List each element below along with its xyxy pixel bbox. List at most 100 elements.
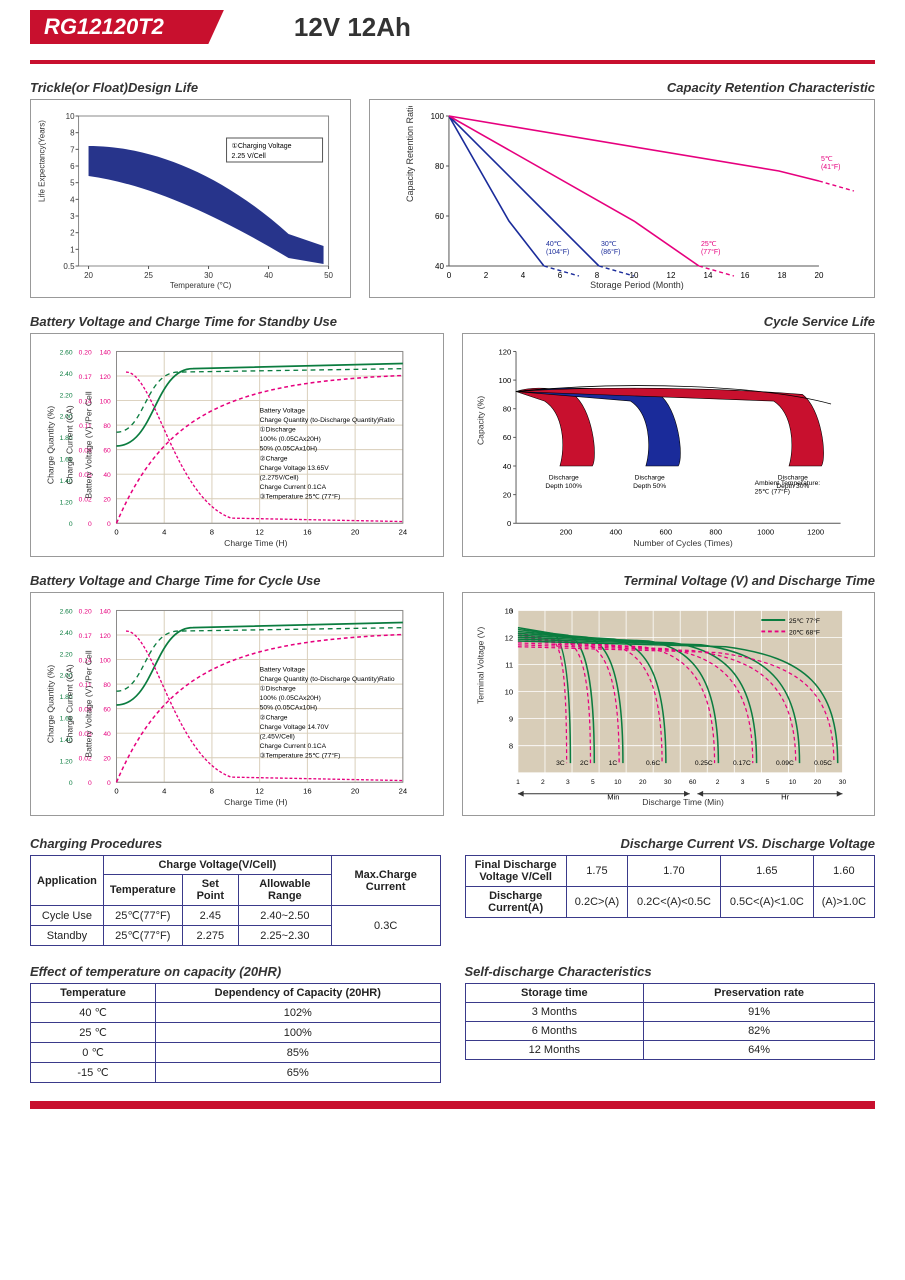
svg-text:100% (0.05CAx20H): 100% (0.05CAx20H)	[260, 695, 321, 702]
chart3-box: 02040608010012014000.020.050.080.110.140…	[30, 333, 444, 557]
svg-text:6: 6	[70, 162, 75, 171]
header-underline	[30, 60, 875, 64]
svg-text:2.40: 2.40	[60, 371, 73, 378]
svg-text:Charge Time (H): Charge Time (H)	[224, 538, 288, 548]
table-temp: TemperatureDependency of Capacity (20HR)…	[30, 983, 441, 1083]
svg-text:400: 400	[609, 528, 622, 537]
table-dvd: Final Discharge Voltage V/Cell1.751.701.…	[465, 855, 876, 918]
svg-text:100: 100	[498, 376, 511, 385]
svg-text:Charge Current 0.1CA: Charge Current 0.1CA	[260, 484, 327, 491]
svg-text:24: 24	[399, 528, 408, 537]
svg-text:0.17C: 0.17C	[733, 760, 751, 767]
svg-text:4: 4	[162, 528, 167, 537]
svg-text:30: 30	[838, 779, 846, 786]
chart3-title: Battery Voltage and Charge Time for Stan…	[30, 314, 444, 329]
svg-text:20: 20	[813, 779, 821, 786]
table-dvd-title: Discharge Current VS. Discharge Voltage	[465, 836, 876, 851]
svg-text:16: 16	[303, 787, 311, 796]
svg-text:Charge Current 0.1CA: Charge Current 0.1CA	[260, 743, 327, 750]
svg-text:140: 140	[100, 349, 111, 356]
svg-text:Charge Quantity (to-Discharge: Charge Quantity (to-Discharge Quantity)R…	[260, 417, 395, 424]
svg-text:3: 3	[740, 779, 744, 786]
svg-text:0.17: 0.17	[79, 374, 92, 381]
svg-text:60: 60	[103, 707, 111, 714]
svg-text:0.17: 0.17	[79, 633, 92, 640]
chart4-box: Capacity (%) Number of Cycles (Times) Di…	[462, 333, 876, 557]
svg-text:100: 100	[431, 112, 445, 121]
svg-text:80: 80	[103, 682, 111, 689]
chart1-note1: ①Charging Voltage	[232, 142, 292, 150]
chart1-ylabel: Life Expectancy(Years)	[38, 120, 47, 202]
svg-text:2.60: 2.60	[60, 608, 73, 615]
svg-text:12: 12	[255, 787, 263, 796]
svg-text:Depth 100%: Depth 100%	[545, 483, 582, 490]
svg-text:0.09C: 0.09C	[775, 760, 793, 767]
svg-text:20: 20	[815, 271, 824, 280]
svg-text:2: 2	[541, 779, 545, 786]
svg-text:1: 1	[516, 779, 520, 786]
svg-text:7: 7	[70, 145, 75, 154]
svg-text:10: 10	[66, 112, 75, 121]
svg-text:20℃ 68°F: 20℃ 68°F	[789, 628, 820, 636]
svg-text:3: 3	[566, 779, 570, 786]
svg-text:1C: 1C	[608, 760, 617, 767]
svg-text:Discharge Time (Min): Discharge Time (Min)	[642, 797, 724, 807]
footer-bar	[30, 1101, 875, 1109]
svg-text:1.20: 1.20	[60, 500, 73, 507]
svg-text:20: 20	[103, 497, 111, 504]
svg-text:Discharge: Discharge	[548, 474, 578, 481]
svg-text:14: 14	[704, 271, 713, 280]
svg-text:1000: 1000	[757, 528, 774, 537]
svg-text:2: 2	[70, 229, 75, 238]
svg-text:40: 40	[435, 262, 444, 271]
svg-text:18: 18	[778, 271, 787, 280]
svg-text:Battery Voltage (V) /Per Cell: Battery Voltage (V) /Per Cell	[84, 391, 94, 498]
svg-text:0: 0	[88, 521, 92, 528]
svg-text:25℃: 25℃	[701, 241, 717, 248]
svg-text:30: 30	[204, 271, 213, 280]
svg-text:16: 16	[303, 528, 311, 537]
svg-text:Charge Voltage 13.65V: Charge Voltage 13.65V	[260, 465, 330, 472]
svg-text:50: 50	[324, 271, 333, 280]
svg-text:20: 20	[103, 756, 111, 763]
svg-text:10: 10	[630, 271, 639, 280]
svg-text:0.5: 0.5	[63, 262, 75, 271]
svg-text:Charge Quantity (to-Discharge: Charge Quantity (to-Discharge Quantity)R…	[260, 676, 395, 683]
svg-text:60: 60	[435, 212, 444, 221]
svg-text:9: 9	[508, 715, 512, 724]
svg-text:5℃: 5℃	[821, 156, 833, 163]
svg-text:50% (0.05CAx10H): 50% (0.05CAx10H)	[260, 705, 317, 712]
svg-text:8: 8	[210, 528, 214, 537]
table-temp-title: Effect of temperature on capacity (20HR)	[30, 964, 441, 979]
svg-text:0: 0	[107, 780, 111, 787]
svg-text:4: 4	[521, 271, 526, 280]
svg-text:10: 10	[614, 779, 622, 786]
svg-text:5: 5	[765, 779, 769, 786]
chart4-title: Cycle Service Life	[462, 314, 876, 329]
svg-text:20: 20	[351, 528, 359, 537]
svg-text:0.20: 0.20	[79, 608, 92, 615]
chart6-box: Terminal Voltage (V) Discharge Time (Min…	[462, 592, 876, 816]
svg-text:5: 5	[590, 779, 594, 786]
chart2-title: Capacity Retention Characteristic	[369, 80, 875, 95]
table-self: Storage timePreservation rate3 Months91%…	[465, 983, 876, 1060]
chart1-box: Life Expectancy(Years) Temperature (°C) …	[30, 99, 351, 298]
svg-text:Charge Current (CA): Charge Current (CA)	[65, 405, 75, 484]
svg-text:1.20: 1.20	[60, 759, 73, 766]
svg-text:16: 16	[741, 271, 750, 280]
svg-text:①Discharge: ①Discharge	[260, 685, 296, 693]
svg-text:11: 11	[505, 660, 513, 669]
svg-text:120: 120	[100, 633, 111, 640]
svg-text:40: 40	[502, 462, 510, 471]
svg-text:5: 5	[70, 179, 75, 188]
svg-text:(2.275V/Cell): (2.275V/Cell)	[260, 474, 299, 481]
model-number: RG12120T2	[30, 10, 224, 44]
svg-text:0: 0	[88, 780, 92, 787]
svg-text:Battery Voltage: Battery Voltage	[260, 667, 306, 674]
chart6-title: Terminal Voltage (V) and Discharge Time	[462, 573, 876, 588]
svg-text:Charge Quantity (%): Charge Quantity (%)	[45, 406, 55, 484]
svg-text:0: 0	[69, 780, 73, 787]
svg-text:60: 60	[103, 448, 111, 455]
svg-text:40: 40	[103, 731, 111, 738]
svg-text:140: 140	[100, 608, 111, 615]
